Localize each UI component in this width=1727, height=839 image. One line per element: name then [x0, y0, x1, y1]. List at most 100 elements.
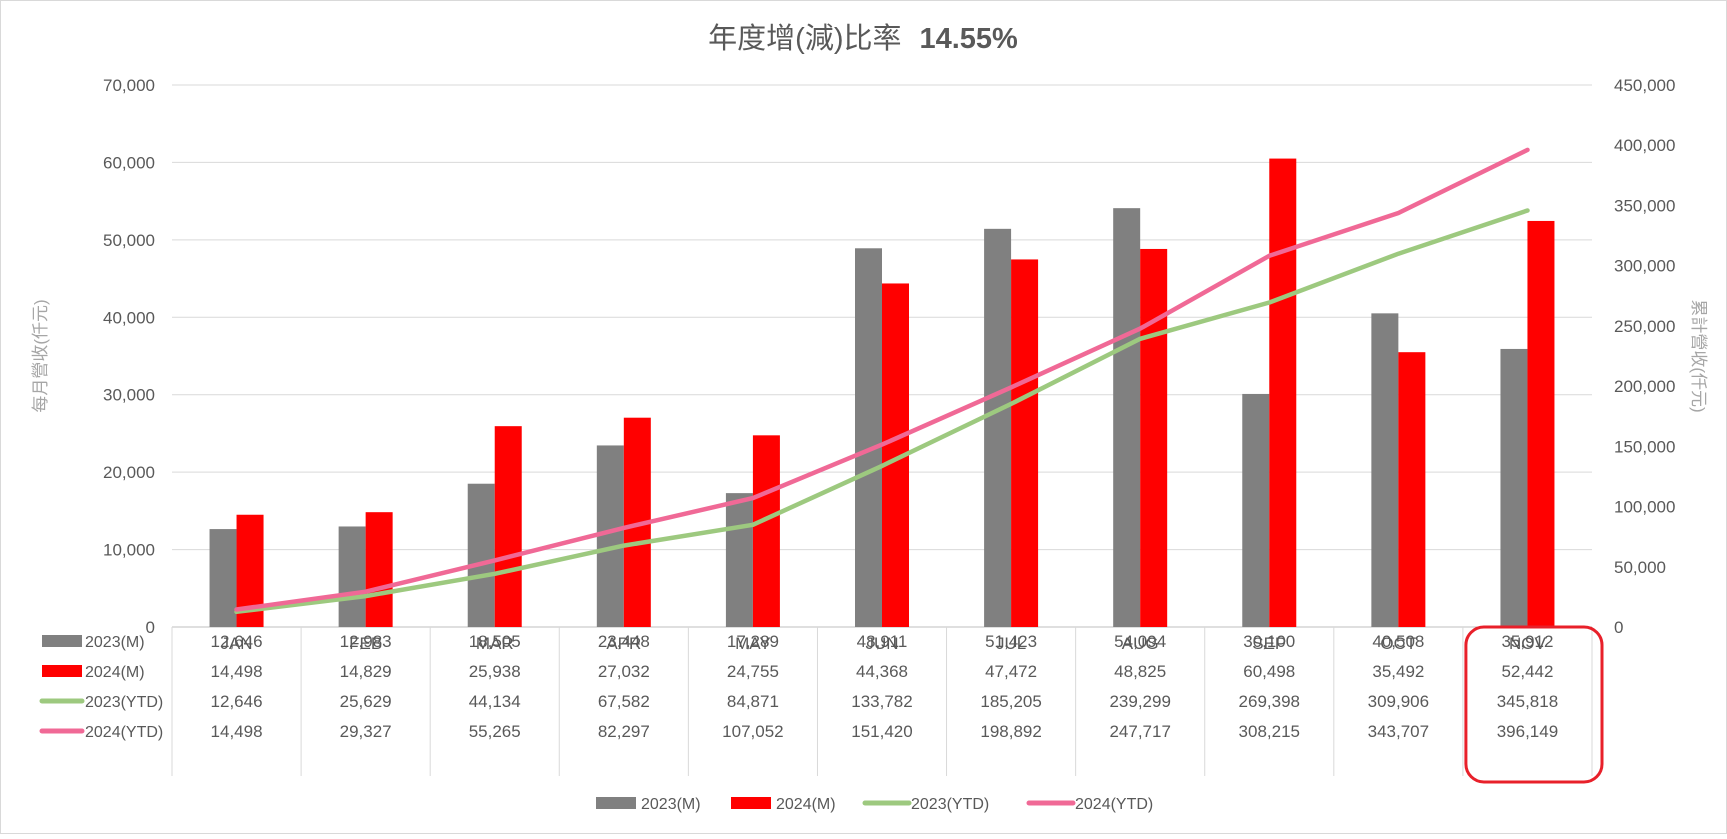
x-tick-label: NOV: [1509, 634, 1547, 653]
table-cell: 25,938: [469, 662, 521, 681]
y-tick-label: 0: [146, 618, 155, 637]
table-cell: 29,327: [340, 722, 392, 741]
y2-tick-label: 200,000: [1614, 377, 1675, 396]
table-cell: 55,265: [469, 722, 521, 741]
table-cell: 23,448: [598, 632, 650, 651]
y2-tick-label: 100,000: [1614, 498, 1675, 517]
y2-tick-label: 450,000: [1614, 76, 1675, 95]
legend-label: 2024(YTD): [1075, 796, 1153, 813]
table-cell: 84,871: [727, 692, 779, 711]
legend-label: 2023(M): [641, 796, 701, 813]
x-tick-label: JAN: [220, 634, 252, 653]
bar-2023(M)-APR: [596, 445, 624, 627]
table-cell: 60,498: [1243, 662, 1295, 681]
y2-tick-label: 250,000: [1614, 317, 1675, 336]
table-cell: 48,911: [857, 632, 908, 651]
table-series-name: 2024(M): [85, 664, 145, 681]
chart-title-ratio: 14.55%: [919, 23, 1018, 55]
table-cell: 185,205: [980, 692, 1041, 711]
table-cell: 48,825: [1114, 662, 1166, 681]
table-cell: 35,912: [1501, 632, 1553, 651]
table-cell: 40,508: [1372, 632, 1424, 651]
bar-2023(M)-SEP: [1242, 393, 1270, 627]
table-key-2024(M): [42, 665, 82, 677]
table-cell: 151,420: [851, 722, 912, 741]
table-cell: 67,582: [598, 692, 650, 711]
y2-tick-label: 0: [1614, 618, 1623, 637]
table-series-name: 2023(YTD): [85, 694, 163, 711]
table-cell: 17,289: [727, 632, 779, 651]
table-cell: 14,829: [340, 662, 392, 681]
table-cell: 198,892: [980, 722, 1041, 741]
table-cell: 82,297: [598, 722, 650, 741]
y-tick-label: 20,000: [103, 463, 155, 482]
x-tick-label: FEB: [349, 634, 382, 653]
line-2024(YTD): [234, 147, 1530, 612]
table-cell: 30,100: [1243, 632, 1295, 651]
bar-2024(M)-AUG: [1140, 248, 1168, 627]
y-axis-title: 每月營收(仟元): [31, 299, 50, 412]
x-tick-label: SEP: [1252, 634, 1286, 653]
table-series-name: 2024(YTD): [85, 724, 163, 741]
y-tick-label: 70,000: [103, 76, 155, 95]
bar-2024(M)-NOV: [1527, 220, 1555, 627]
table-key-2023(M): [42, 635, 82, 647]
table-cell: 51,423: [985, 632, 1037, 651]
table-cell: 25,629: [340, 692, 392, 711]
table-cell: 12,646: [211, 632, 263, 651]
y-tick-label: 60,000: [103, 153, 155, 172]
legend-label: 2023(YTD): [911, 796, 989, 813]
bar-2023(M)-JUN: [855, 248, 882, 627]
bar-2023(M)-FEB: [338, 526, 366, 627]
bar-2024(M)-SEP: [1269, 158, 1297, 627]
highlight-box: [1464, 625, 1604, 784]
table-cell: 107,052: [722, 722, 783, 741]
y2-axis-title: 累計營收(仟元): [1689, 299, 1708, 412]
table-cell: 343,707: [1368, 722, 1429, 741]
table-cell: 47,472: [985, 662, 1037, 681]
legend-label: 2024(M): [776, 796, 836, 813]
table-cell: 44,368: [856, 662, 908, 681]
table-cell: 239,299: [1109, 692, 1170, 711]
x-tick-label: JUL: [996, 634, 1026, 653]
y-tick-label: 50,000: [103, 231, 155, 250]
table-cell: 14,498: [211, 662, 263, 681]
line-2023(YTD): [234, 208, 1530, 615]
bar-2023(M)-AUG: [1113, 208, 1141, 627]
bar-2023(M)-MAR: [467, 483, 495, 627]
bar-2024(M)-JUL: [1011, 259, 1039, 627]
x-tick-label: OCT: [1380, 634, 1416, 653]
x-tick-label: AUG: [1122, 634, 1159, 653]
table-cell: 269,398: [1239, 692, 1300, 711]
table-cell: 12,646: [211, 692, 263, 711]
table-cell: 396,149: [1497, 722, 1558, 741]
y2-tick-label: 150,000: [1614, 437, 1675, 456]
table-cell: 35,492: [1372, 662, 1424, 681]
table-cell: 24,755: [727, 662, 779, 681]
y2-tick-label: 400,000: [1614, 136, 1675, 155]
table-cell: 52,442: [1501, 662, 1553, 681]
table-cell: 14,498: [211, 722, 263, 741]
table-cell: 12,983: [340, 632, 392, 651]
table-cell: 54,094: [1114, 632, 1166, 651]
y2-tick-label: 350,000: [1614, 196, 1675, 215]
bar-2024(M)-MAR: [494, 426, 522, 627]
table-cell: 44,134: [469, 692, 521, 711]
table-cell: 27,032: [598, 662, 650, 681]
y2-tick-label: 50,000: [1614, 558, 1666, 577]
y-tick-label: 10,000: [103, 541, 155, 560]
chart-title: 年度增(減)比率 14.55%: [708, 22, 1018, 55]
table-cell: 133,782: [851, 692, 912, 711]
table-cell: 308,215: [1239, 722, 1300, 741]
bar-2024(M)-MAY: [752, 435, 780, 627]
table-series-name: 2023(M): [85, 634, 145, 651]
y-tick-label: 30,000: [103, 386, 155, 405]
x-tick-label: JUN: [865, 634, 898, 653]
legend-key-2024(M): [731, 797, 771, 809]
bar-2023(M)-OCT: [1371, 313, 1399, 627]
bar-2024(M)-FEB: [365, 512, 393, 627]
table-cell: 345,818: [1497, 692, 1558, 711]
y2-tick-label: 300,000: [1614, 257, 1675, 276]
